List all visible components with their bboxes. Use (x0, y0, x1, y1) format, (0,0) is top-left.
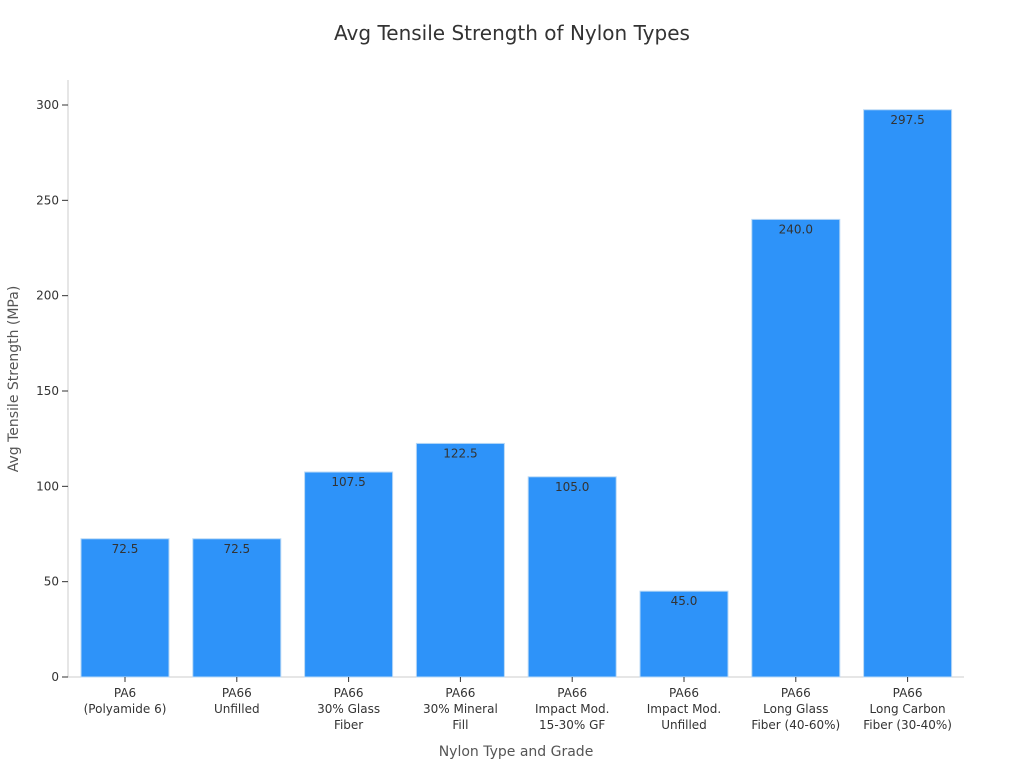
x-tick-label-line: Impact Mod. (647, 702, 721, 716)
bar (192, 538, 282, 678)
x-tick-label-line: Impact Mod. (535, 702, 609, 716)
bar (639, 590, 729, 678)
y-tick-label: 200 (36, 289, 59, 303)
bar-value-label: 72.5 (112, 542, 139, 556)
x-tick-label-line: PA66 (557, 686, 587, 700)
x-tick-label-line: PA66 (222, 686, 252, 700)
x-tick-label-line: Fiber (30-40%) (863, 718, 952, 732)
bar-value-label: 45.0 (671, 594, 698, 608)
x-tick-label: PA66 Impact Mod. Unfilled (647, 686, 721, 732)
bar (80, 538, 170, 678)
x-tick-label-line: PA66 (781, 686, 811, 700)
x-tick-label-line: (Polyamide 6) (84, 702, 167, 716)
x-tick-label: PA66 Unfilled (214, 686, 260, 716)
y-tick-label: 150 (36, 384, 59, 398)
bars-group (80, 109, 953, 678)
bar (304, 471, 394, 678)
x-tick-label-line: Fiber (334, 718, 363, 732)
x-tick-label-line: Unfilled (214, 702, 260, 716)
x-tick-label-line: PA66 (669, 686, 699, 700)
x-tick-label: PA6 (Polyamide 6) (84, 686, 167, 716)
bar-value-label: 297.5 (890, 113, 924, 127)
bar (751, 218, 841, 678)
x-tick-label-line: 30% Mineral (423, 702, 498, 716)
x-tick-label-line: Long Carbon (870, 702, 946, 716)
bar-value-label: 105.0 (555, 480, 589, 494)
bar-value-label: 72.5 (223, 542, 250, 556)
bar (863, 109, 953, 678)
x-tick-label-line: Unfilled (661, 718, 707, 732)
bar-value-label: 107.5 (331, 475, 365, 489)
x-tick-label: PA66 30% Glass Fiber (317, 686, 380, 732)
bar-value-label: 122.5 (443, 446, 477, 460)
x-axis-label: Nylon Type and Grade (439, 744, 594, 760)
x-tick-label-line: Fill (452, 718, 468, 732)
x-tick-label-line: PA66 (334, 686, 364, 700)
y-axis-label: Avg Tensile Strength (MPa) (6, 286, 22, 473)
y-tick-label: 300 (36, 98, 59, 112)
x-tick-label-line: PA6 (114, 686, 136, 700)
x-tick-label: PA66 30% Mineral Fill (423, 686, 498, 732)
bar-value-label: 240.0 (779, 222, 813, 236)
y-tick-label: 100 (36, 479, 59, 493)
x-tick-label: PA66 Impact Mod. 15-30% GF (535, 686, 609, 732)
y-axis: 0 50 100 150 200 250 300 (36, 80, 69, 684)
y-tick-label: 50 (44, 575, 59, 589)
x-tick-label: PA66 Long Glass Fiber (40-60%) (751, 686, 840, 732)
x-tick-label: PA66 Long Carbon Fiber (30-40%) (863, 686, 952, 732)
y-tick-label: 250 (36, 193, 59, 207)
x-tick-labels: PA6 (Polyamide 6) PA66 Unfilled PA66 30% Glas… (84, 677, 952, 732)
x-tick-label-line: PA66 (445, 686, 475, 700)
x-tick-label-line: 15-30% GF (539, 718, 605, 732)
x-tick-label-line: Fiber (40-60%) (751, 718, 840, 732)
x-tick-label-line: PA66 (893, 686, 923, 700)
bar (415, 442, 505, 678)
chart-title: Avg Tensile Strength of Nylon Types (334, 21, 690, 45)
bar (527, 476, 617, 678)
bar-value-labels: 72.5 72.5 107.5 122.5 105.0 45.0 240.0 297.5 (112, 113, 925, 608)
x-tick-label-line: 30% Glass (317, 702, 380, 716)
y-tick-label: 0 (51, 670, 59, 684)
x-tick-label-line: Long Glass (763, 702, 828, 716)
